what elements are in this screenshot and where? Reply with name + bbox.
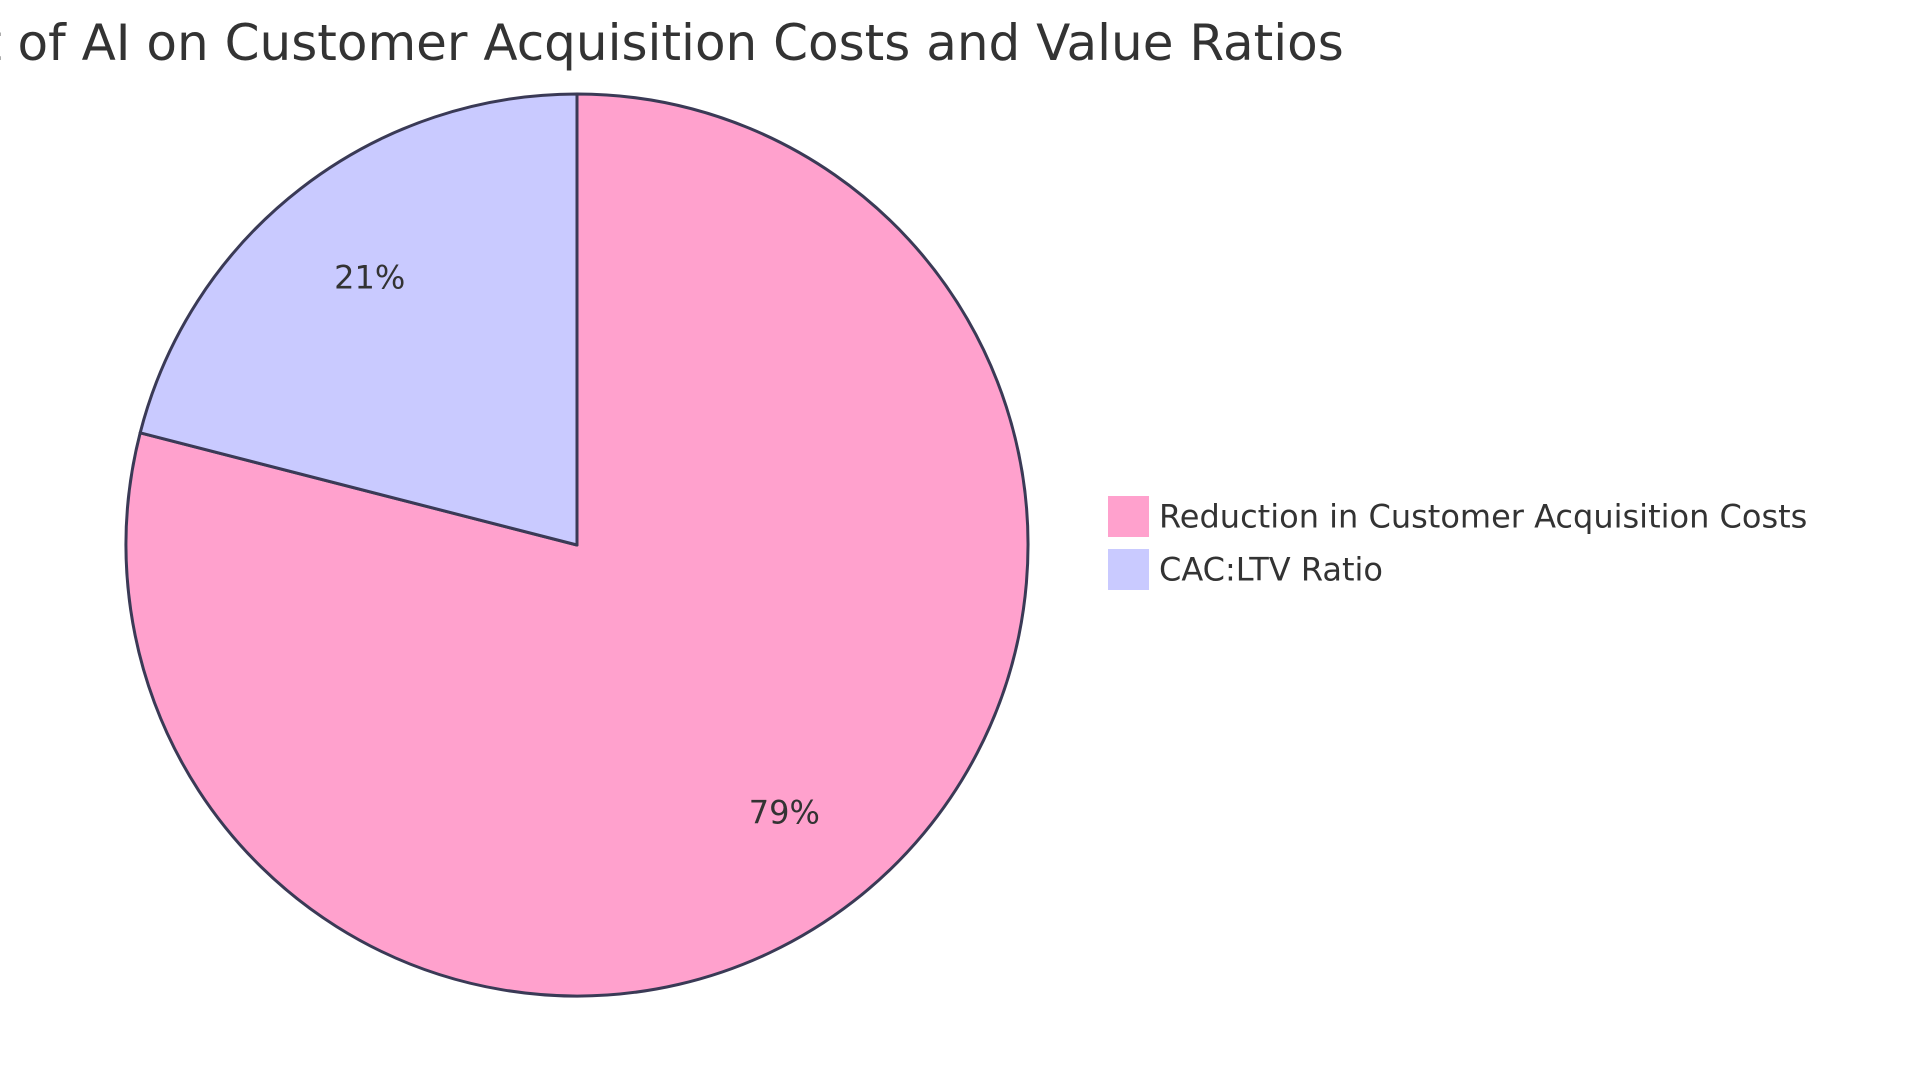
legend-swatch bbox=[1106, 547, 1151, 592]
chart-title: t of AI on Customer Acquisition Costs an… bbox=[0, 14, 1344, 72]
legend: Reduction in Customer Acquisition Costs C… bbox=[1106, 494, 1807, 592]
legend-label: CAC:LTV Ratio bbox=[1159, 551, 1383, 589]
pie-slice-label: 21% bbox=[334, 259, 405, 297]
legend-label: Reduction in Customer Acquisition Costs bbox=[1159, 498, 1807, 536]
pie-slice-cac-ltv-ratio bbox=[138, 92, 579, 547]
legend-item-reduction-in-customer-acquisition-costs: Reduction in Customer Acquisition Costs bbox=[1106, 494, 1807, 539]
pie-slice-labels: 79% 21% bbox=[334, 259, 820, 832]
pie-slices bbox=[124, 92, 1030, 998]
pie-slice-label: 79% bbox=[749, 793, 820, 831]
legend-swatch bbox=[1106, 494, 1151, 539]
legend-item-cac-ltv-ratio: CAC:LTV Ratio bbox=[1106, 547, 1383, 592]
